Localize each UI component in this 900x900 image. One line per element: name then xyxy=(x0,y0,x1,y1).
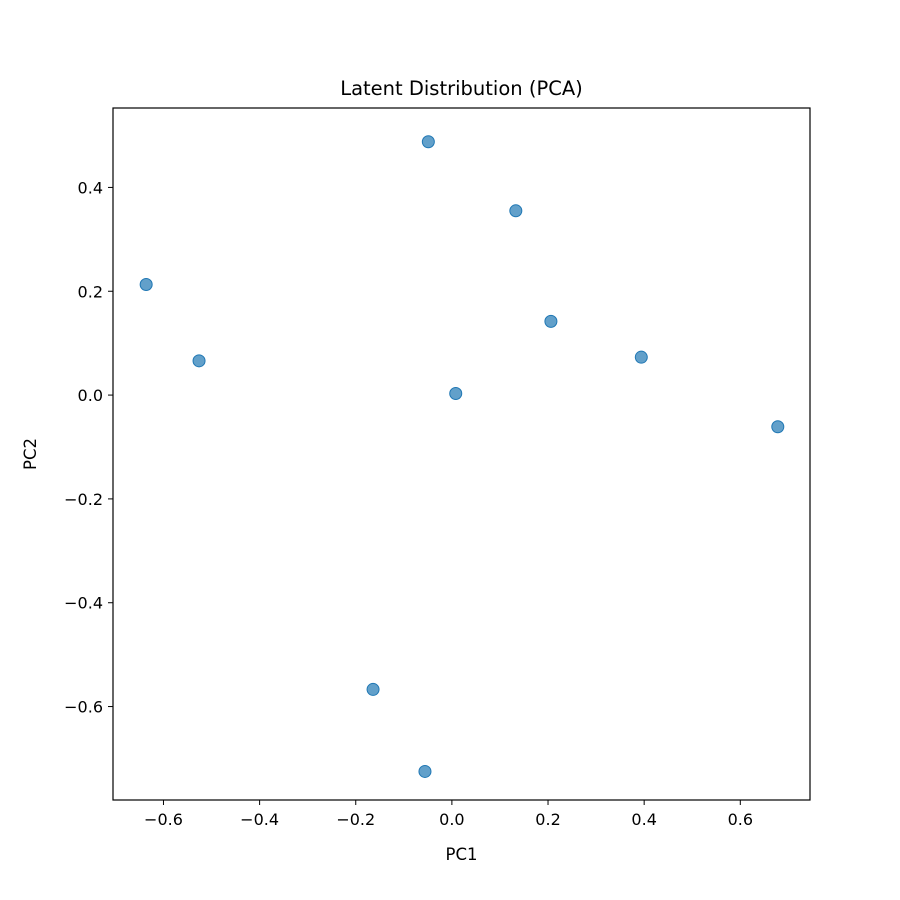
y-tick-label: −0.4 xyxy=(64,594,103,613)
x-tick-label: 0.0 xyxy=(439,810,464,829)
y-tick-label: 0.4 xyxy=(78,178,103,197)
scatter-point xyxy=(366,682,380,696)
scatter-point xyxy=(509,204,523,218)
y-tick-label: −0.6 xyxy=(64,698,103,717)
scatter-point xyxy=(544,314,558,328)
x-tick-label: −0.6 xyxy=(144,810,183,829)
x-tick-label: 0.6 xyxy=(728,810,753,829)
x-tick-label: −0.2 xyxy=(336,810,375,829)
scatter-point xyxy=(139,278,153,292)
plot-frame xyxy=(112,107,811,801)
scatter-point xyxy=(418,764,432,778)
scatter-point xyxy=(634,350,648,364)
scatter-point xyxy=(192,354,206,368)
scatter-point xyxy=(449,387,463,401)
x-tick-label: 0.2 xyxy=(535,810,560,829)
scatter-point xyxy=(771,420,785,434)
x-axis: −0.6 −0.4 −0.2 0.0 0.2 0.4 0.6 xyxy=(144,800,753,829)
plot-area xyxy=(113,108,810,800)
y-tick-label: 0.2 xyxy=(78,282,103,301)
x-tick-label: −0.4 xyxy=(240,810,279,829)
y-axis: −0.6 −0.4 −0.2 0.0 0.2 0.4 xyxy=(64,178,113,717)
y-axis-label: PC2 xyxy=(21,438,40,470)
x-axis-label: PC1 xyxy=(446,845,478,864)
scatter-points xyxy=(139,135,785,778)
scatter-point xyxy=(421,135,435,149)
chart-title: Latent Distribution (PCA) xyxy=(340,77,583,100)
y-tick-label: 0.0 xyxy=(78,386,103,405)
x-tick-label: 0.4 xyxy=(631,810,656,829)
y-tick-label: −0.2 xyxy=(64,490,103,509)
